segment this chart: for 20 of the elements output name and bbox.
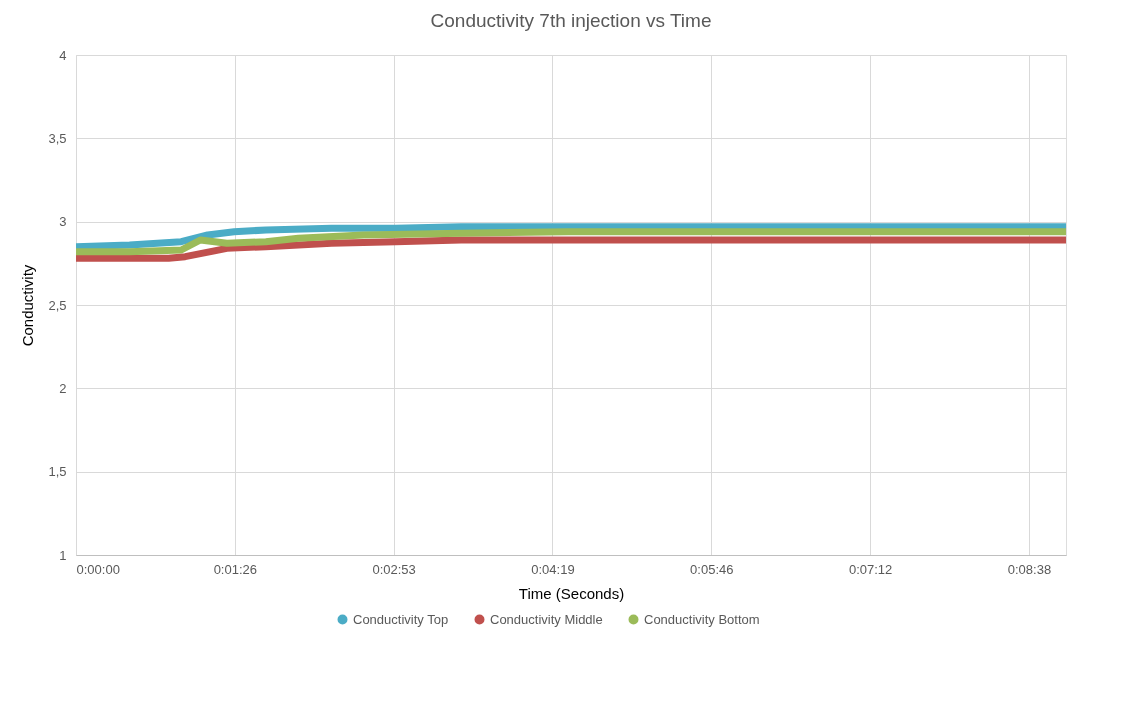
y-tick-label: 4: [59, 47, 67, 63]
y-tick-label: 2,5: [48, 297, 67, 313]
chart-title: Conductivity 7th injection vs Time: [430, 10, 712, 31]
x-tick-label: 0:08:38: [1007, 561, 1052, 577]
x-tick-label: 0:07:12: [848, 561, 893, 577]
y-tick-label: 1,5: [48, 464, 67, 480]
legend-label: Conductivity Top: [353, 611, 449, 627]
y-tick-label: 3,5: [48, 130, 67, 146]
x-tick-label: 0:05:46: [690, 561, 734, 577]
x-tick-label: 0:01:26: [213, 561, 258, 577]
y-tick-label: 1: [59, 547, 67, 563]
legend-label: Conductivity Bottom: [644, 611, 760, 627]
legend-label: Conductivity Middle: [490, 611, 603, 627]
x-tick-label: 0:02:53: [372, 561, 416, 577]
x-tick-label: 0:04:19: [531, 561, 575, 577]
y-tick-label: 2: [59, 380, 67, 396]
y-axis-title: Conductivity: [19, 264, 37, 347]
x-tick-label: 0:00:00: [76, 561, 120, 577]
x-axis-title: Time (Seconds): [518, 584, 625, 602]
y-tick-label: 3: [59, 214, 67, 230]
